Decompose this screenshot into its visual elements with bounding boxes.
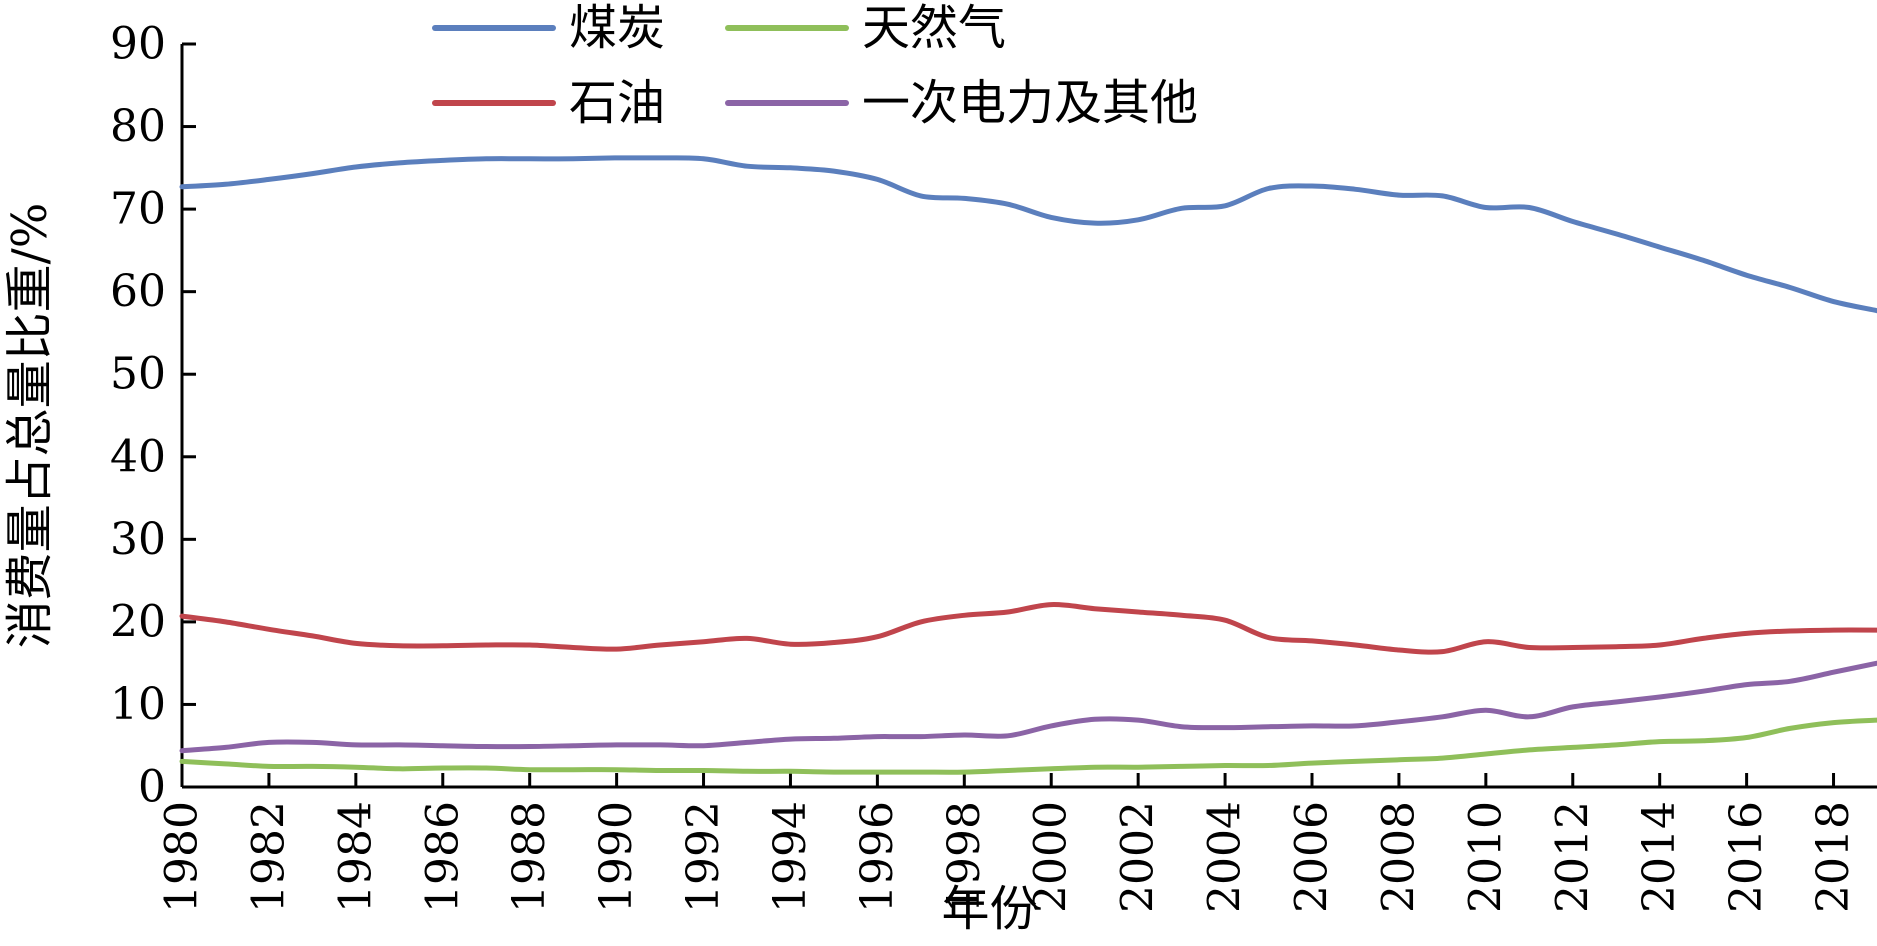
x-tick-label: 2000: [1026, 801, 1077, 913]
x-tick-label: 2012: [1547, 801, 1598, 913]
legend-label-coal: 煤炭: [569, 0, 665, 56]
x-tick-label: 2016: [1721, 801, 1772, 913]
x-tick-label: 1998: [939, 801, 990, 913]
y-tick-label: 20: [110, 596, 166, 647]
series-line-natural-gas: [179, 717, 1877, 775]
x-tick-label: 2006: [1287, 801, 1338, 913]
x-tick-label: 1988: [504, 801, 555, 913]
x-tick-label: 2010: [1460, 801, 1511, 913]
y-tick-label: 40: [110, 431, 166, 482]
y-tick-label: 90: [110, 19, 166, 70]
series-line-oil: [179, 602, 1877, 655]
x-tick-label: 1994: [765, 801, 816, 913]
series-lines: [179, 155, 1877, 775]
y-axis-title: 消费量占总量比重/%: [2, 203, 58, 649]
series-line-primary-electricity-other: [179, 660, 1877, 754]
x-tick-label: 1986: [417, 801, 468, 913]
y-tick-label: 0: [138, 762, 166, 813]
x-tick-label: 2002: [1113, 801, 1164, 913]
y-axis-ticks: 0 10 20 30 40 50 60 70 80 90: [110, 19, 196, 813]
y-tick-label: 30: [110, 514, 166, 565]
y-tick-label: 80: [110, 101, 166, 152]
y-tick-label: 10: [110, 679, 166, 730]
x-axis-title: 年份: [941, 881, 1037, 937]
x-tick-label: 1980: [157, 801, 208, 913]
axes: [180, 44, 1877, 789]
x-tick-label: 2014: [1634, 801, 1685, 913]
legend-label-natural-gas: 天然气: [862, 0, 1006, 56]
legend-label-primary-electricity-other: 一次电力及其他: [862, 75, 1198, 131]
series-line-coal: [179, 155, 1877, 314]
x-tick-label: 1984: [330, 801, 381, 913]
x-tick-label: 1992: [678, 801, 729, 913]
legend-label-oil: 石油: [569, 75, 665, 131]
x-axis-ticks: 1980 1982 1984 1986 1988 1990 1992 1994 1996 1998…: [157, 773, 1859, 913]
y-tick-label: 60: [110, 266, 166, 317]
x-tick-label: 1982: [243, 801, 294, 913]
x-tick-label: 1990: [591, 801, 642, 913]
x-tick-label: 2004: [1200, 801, 1251, 913]
y-tick-label: 70: [110, 184, 166, 235]
x-tick-label: 2008: [1373, 801, 1424, 913]
y-tick-label: 50: [110, 349, 166, 400]
x-tick-label: 1996: [852, 801, 903, 913]
x-tick-label: 2018: [1808, 801, 1859, 913]
